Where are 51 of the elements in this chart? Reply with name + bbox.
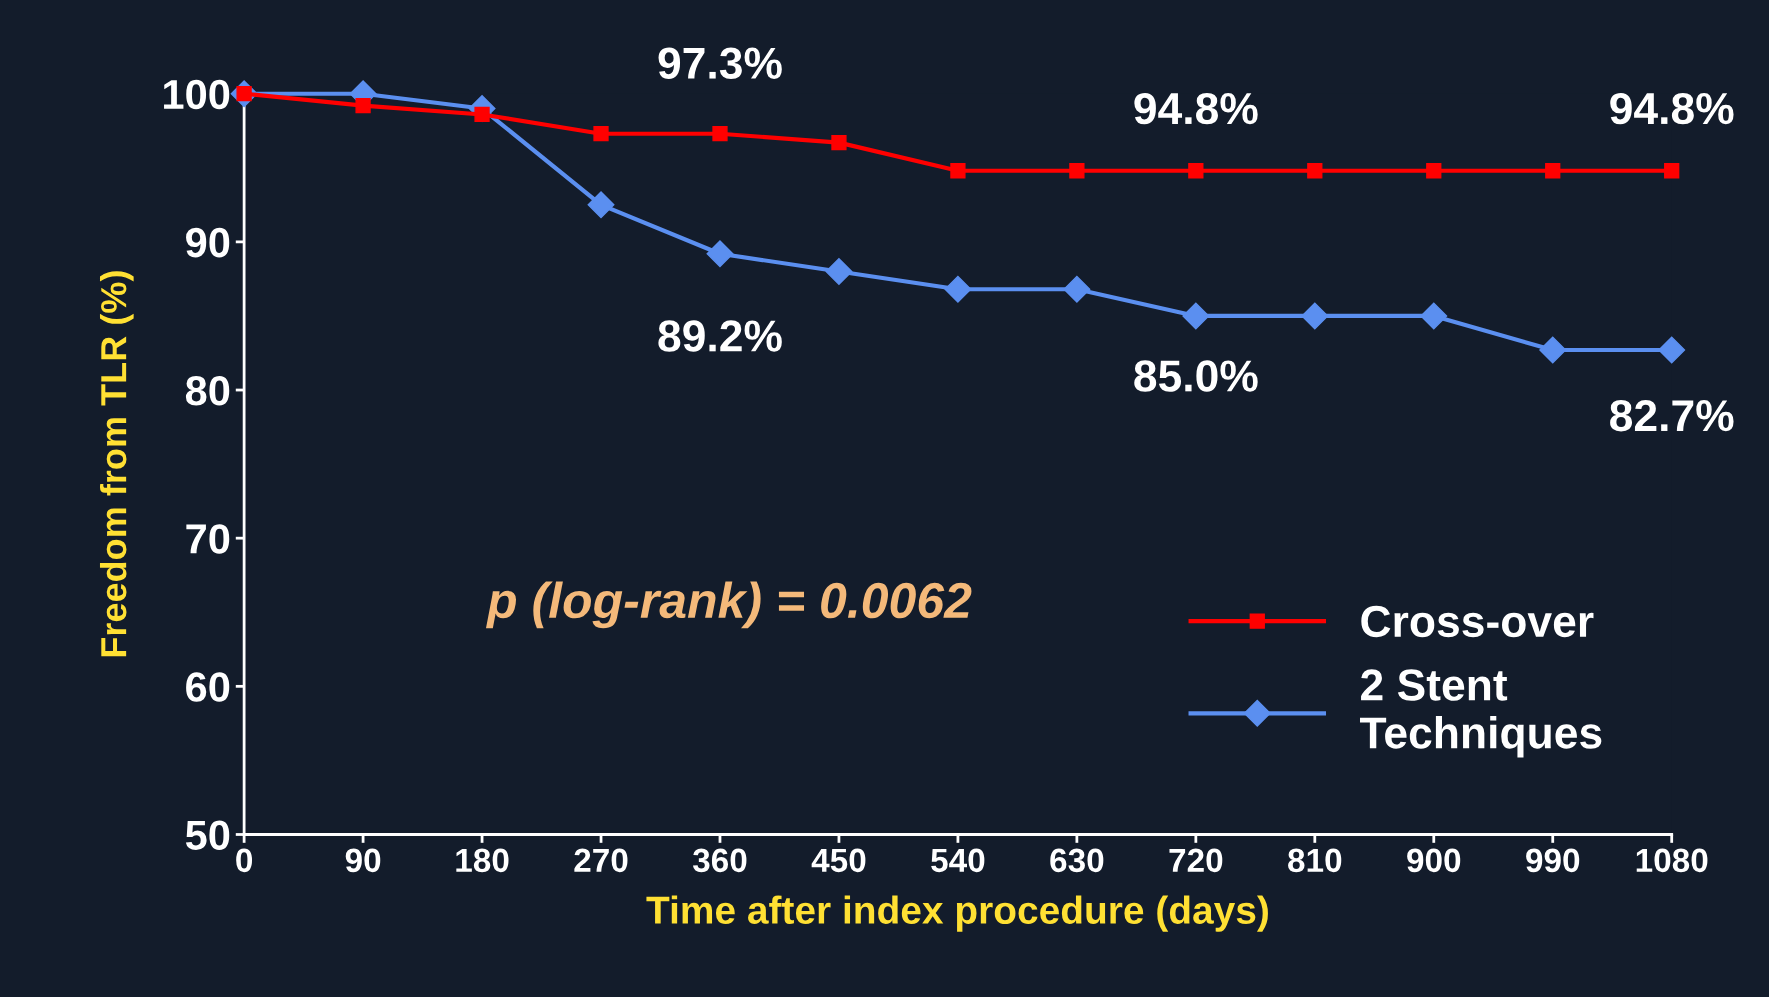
point <box>825 258 853 285</box>
x-tick-label: 90 <box>345 848 381 873</box>
point <box>1539 336 1567 364</box>
y-tick-label: 80 <box>185 376 230 406</box>
point <box>1188 163 1204 179</box>
point <box>712 126 728 142</box>
point <box>593 126 609 142</box>
annotation: 82.7% <box>1610 399 1734 432</box>
point <box>944 275 972 303</box>
annotation: p (log-rank) = 0.0062 <box>485 581 972 629</box>
point <box>1658 336 1686 364</box>
point <box>831 134 847 151</box>
annotation: 94.8% <box>1134 92 1258 125</box>
point <box>1545 163 1561 179</box>
x-tick-label: 900 <box>1407 848 1461 873</box>
x-tick-label: 720 <box>1169 848 1223 873</box>
y-tick-label: 100 <box>164 79 230 110</box>
point <box>1426 163 1442 179</box>
x-tick-label: 450 <box>811 848 866 873</box>
x-axis-title: Time after index procedure (days) <box>646 895 1268 932</box>
point <box>1063 275 1091 303</box>
x-tick-label: 270 <box>574 848 628 873</box>
annotation: 94.8% <box>1610 92 1734 125</box>
x-tick-label: 360 <box>692 848 747 873</box>
y-axis-title: Freedom from TLR (%) <box>99 271 134 657</box>
point <box>1301 302 1329 330</box>
legend-label: 2 Stent Techniques <box>1359 669 1602 758</box>
x-tick-label: 990 <box>1526 848 1580 873</box>
annotation: 97.3% <box>658 47 782 80</box>
x-tick-label: 1080 <box>1636 848 1708 873</box>
y-tick-label: 60 <box>186 672 230 702</box>
x-tick-label: 0 <box>236 848 253 873</box>
point <box>1664 163 1680 179</box>
x-tick-label: 810 <box>1288 848 1342 873</box>
y-tick-label: 90 <box>186 227 230 258</box>
legend-label: Cross-over <box>1361 605 1594 638</box>
annotation: 85.0% <box>1134 360 1258 392</box>
point <box>1182 302 1210 330</box>
x-tick-label: 180 <box>456 848 509 873</box>
point <box>1420 302 1448 330</box>
point <box>1307 163 1323 179</box>
point <box>706 240 734 268</box>
y-tick-label: 70 <box>186 524 230 554</box>
point <box>587 191 615 219</box>
x-tick-label: 630 <box>1050 848 1104 873</box>
y-tick-label: 50 <box>185 820 230 850</box>
point <box>950 163 966 179</box>
annotation: 89.2% <box>658 320 782 352</box>
point <box>1069 163 1085 179</box>
x-tick-label: 540 <box>931 848 985 873</box>
point <box>355 97 371 114</box>
